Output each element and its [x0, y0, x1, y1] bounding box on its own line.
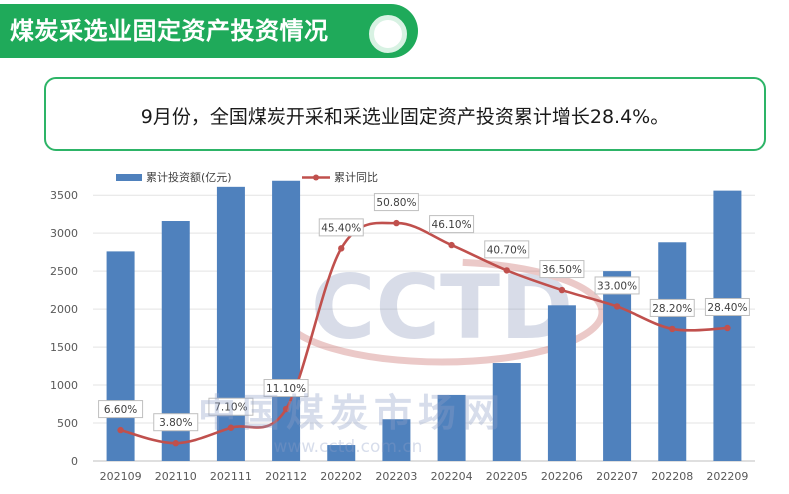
title-circle-decoration — [369, 15, 407, 53]
watermark-url: www.cctd.com.cn — [274, 437, 423, 457]
data-label-box — [429, 215, 475, 234]
bar — [658, 242, 687, 461]
summary-text: 9月份，全国煤炭开采和采选业固定资产投资累计增长28.4%。 — [140, 106, 670, 128]
data-label: 28.20% — [652, 303, 692, 315]
x-tick-label: 202203 — [375, 470, 417, 483]
line-point — [282, 405, 290, 413]
legend-bar-swatch — [116, 174, 142, 181]
y-tick-label: 500 — [57, 417, 78, 430]
data-label: 40.70% — [487, 244, 527, 256]
bar — [492, 363, 521, 461]
watermark-arc — [278, 258, 606, 366]
x-axis-labels: 202109 202110 202111 202112 202202 202203 2022… — [100, 470, 749, 483]
x-tick-label: 202208 — [651, 470, 693, 483]
data-label-box — [594, 276, 640, 295]
data-label: 46.10% — [432, 219, 472, 231]
line-point — [558, 286, 566, 294]
y-tick-label: 3000 — [50, 227, 78, 240]
watermark-text: 中国煤炭市场网 www.cctd.com.cn — [198, 391, 506, 457]
data-label-box — [318, 218, 364, 237]
data-label-box — [208, 397, 254, 416]
data-label: 28.40% — [707, 302, 747, 314]
y-tick-label: 3500 — [50, 189, 78, 202]
line-markers — [117, 219, 731, 447]
line-point — [724, 324, 731, 332]
page-title: 煤炭采选业固定资产投资情况 — [10, 17, 329, 45]
data-label: 7.10% — [214, 402, 247, 414]
y-tick-label: 2000 — [50, 303, 78, 316]
data-label-box — [539, 260, 585, 279]
line-point — [117, 426, 124, 434]
legend-bar-label: 累计投资额(亿元) — [146, 170, 232, 184]
data-label-box — [484, 240, 530, 259]
bar — [547, 305, 576, 461]
data-label-box — [263, 379, 309, 398]
data-label: 36.50% — [542, 264, 582, 276]
x-tick-label: 202112 — [265, 470, 307, 483]
watermark-logo: CCTD — [311, 256, 573, 359]
x-tick-label: 202206 — [541, 470, 583, 483]
x-tick-label: 202109 — [100, 470, 142, 483]
x-tick-label: 202204 — [431, 470, 473, 483]
data-label: 45.40% — [321, 222, 361, 234]
line-point — [669, 325, 676, 333]
watermark: CCTD — [278, 256, 606, 366]
bar — [603, 271, 632, 461]
chart-gridlines — [93, 194, 755, 462]
x-tick-label: 202205 — [486, 470, 528, 483]
data-label: 11.10% — [266, 383, 306, 395]
line-point — [172, 440, 179, 447]
x-tick-label: 202202 — [320, 470, 362, 483]
bar — [106, 251, 135, 461]
line-point — [393, 219, 400, 227]
x-tick-label: 202207 — [596, 470, 638, 483]
data-label: 50.80% — [376, 197, 416, 209]
y-tick-label: 1000 — [50, 379, 78, 392]
legend-line-label: 累计同比 — [334, 171, 378, 184]
title-banner: 煤炭采选业固定资产投资情况 — [0, 4, 418, 58]
x-tick-label: 202110 — [155, 470, 197, 483]
bar — [327, 445, 356, 461]
data-label-box — [373, 193, 419, 212]
line-point — [448, 241, 455, 249]
legend-line-marker — [313, 174, 319, 181]
data-labels: 6.60% 3.80% 7.10% 11.10% 45.40% 50.80% 46.10% 4… — [98, 193, 750, 432]
summary-box: 9月份，全国煤炭开采和采选业固定资产投资累计增长28.4%。 — [44, 77, 766, 151]
y-tick-label: 1500 — [50, 341, 78, 354]
data-label: 6.60% — [104, 404, 137, 416]
bar — [437, 394, 466, 461]
line-point — [227, 424, 235, 431]
line-point — [613, 303, 621, 310]
data-label-box — [98, 400, 144, 419]
y-tick-label: 0 — [71, 455, 78, 468]
y-axis-labels: 0 500 1000 1500 2000 2500 3000 3500 — [50, 189, 78, 468]
x-tick-label: 202209 — [706, 470, 748, 483]
data-label-box — [649, 298, 695, 317]
watermark-cn: 中国煤炭市场网 — [198, 391, 506, 435]
data-label: 33.00% — [597, 280, 637, 292]
x-tick-label: 202111 — [210, 470, 252, 483]
legend: 累计投资额(亿元) 累计同比 — [116, 170, 378, 184]
y-tick-label: 2500 — [50, 265, 78, 278]
line-point — [338, 245, 345, 252]
data-label: 3.80% — [159, 417, 192, 429]
bar — [382, 419, 411, 461]
combo-chart: CCTD 0 500 1000 1500 2000 2500 3000 3500 202109… — [50, 170, 755, 483]
data-label-box — [704, 297, 750, 316]
bar — [272, 180, 301, 461]
data-label-box — [153, 413, 199, 432]
line-point — [503, 267, 510, 274]
